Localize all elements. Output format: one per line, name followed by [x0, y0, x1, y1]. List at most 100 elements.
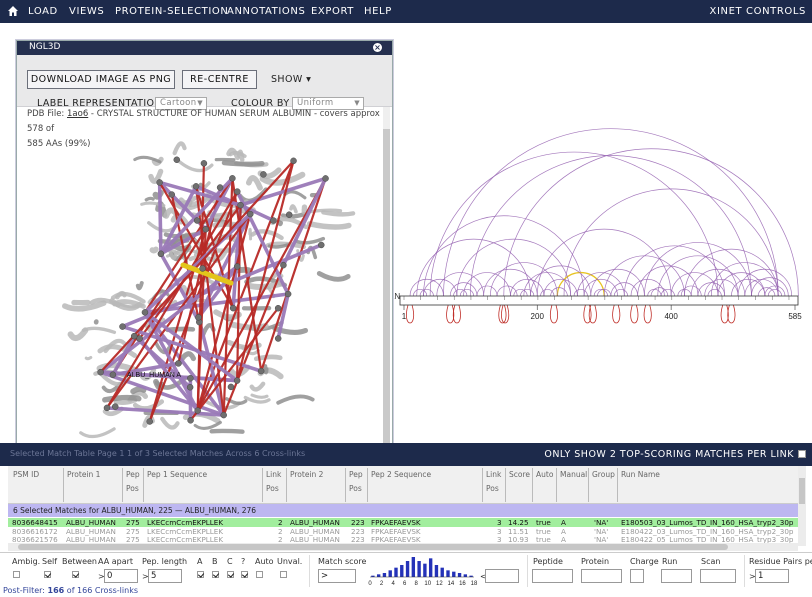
- crosslink-arc[interactable]: [597, 288, 612, 297]
- self-link-loop[interactable]: [720, 304, 729, 324]
- crosslink-arc[interactable]: [757, 287, 776, 297]
- crosslink-arc[interactable]: [416, 238, 531, 297]
- self-link-loop[interactable]: [727, 304, 736, 324]
- col-pep2-pos[interactable]: Pep: [349, 470, 363, 479]
- crosslink-arc[interactable]: [657, 255, 739, 297]
- charge-filter-input[interactable]: [630, 569, 644, 583]
- crosslink-arc[interactable]: [436, 272, 485, 297]
- crosslink-arc[interactable]: [523, 272, 572, 297]
- crosslink-arc[interactable]: [684, 248, 779, 297]
- protein-bar[interactable]: [399, 295, 799, 306]
- crosslink-arc[interactable]: [577, 272, 625, 297]
- menu-export[interactable]: EXPORT: [311, 6, 354, 17]
- peptide-filter-input[interactable]: [532, 569, 573, 583]
- menu-annotations[interactable]: ANNOTATIONS: [227, 6, 306, 17]
- col-group[interactable]: Group: [592, 470, 615, 479]
- self-link-loop[interactable]: [406, 304, 414, 324]
- match-score-min-input[interactable]: >: [318, 569, 356, 583]
- menu-load[interactable]: LOAD: [28, 6, 58, 17]
- filter-a-checkbox[interactable]: [197, 571, 204, 578]
- self-link-loop[interactable]: [550, 304, 558, 324]
- download-png-button[interactable]: DOWNLOAD IMAGE AS PNG: [27, 70, 175, 89]
- col-protein1[interactable]: Protein 1: [67, 470, 101, 479]
- crosslink-arc[interactable]: [751, 277, 789, 297]
- crosslink-arc[interactable]: [731, 278, 766, 297]
- home-icon[interactable]: [8, 6, 18, 16]
- crosslink-arc[interactable]: [583, 278, 618, 297]
- aa-apart-input[interactable]: 0: [104, 569, 138, 583]
- crosslink-arc[interactable]: [717, 272, 766, 297]
- crosslink-arc[interactable]: [443, 128, 779, 297]
- table-row[interactable]: 8036648415 ALBU_HUMAN 275 LKECcmCcmEKPLL…: [8, 518, 798, 527]
- crosslink-arc[interactable]: [409, 278, 444, 297]
- ngl-scrollbar[interactable]: [383, 107, 390, 452]
- crosslink-arc[interactable]: [767, 288, 782, 297]
- crosslink-arc[interactable]: [423, 278, 458, 297]
- crosslink-arc[interactable]: [513, 288, 528, 297]
- crosslink-arc[interactable]: [660, 289, 675, 297]
- crosslink-arc[interactable]: [710, 262, 779, 297]
- crosslink-arc[interactable]: [520, 289, 535, 297]
- crosslink-arc[interactable]: [459, 289, 474, 297]
- crosslink-arc[interactable]: [540, 288, 555, 297]
- match-score-histogram[interactable]: 0 2 4 6 8 10 12 14 16 18: [364, 555, 484, 587]
- crosslink-arc[interactable]: [469, 155, 752, 297]
- filter-auto-checkbox[interactable]: [256, 571, 263, 578]
- filter-b-checkbox[interactable]: [212, 571, 219, 578]
- crosslink-arc[interactable]: [650, 287, 669, 297]
- filter-between-checkbox[interactable]: [72, 571, 79, 578]
- recentre-button[interactable]: RE-CENTRE: [182, 70, 257, 89]
- crosslink-arc[interactable]: [680, 285, 702, 297]
- self-link-loop[interactable]: [501, 304, 510, 324]
- col-pep2-seq[interactable]: Pep 2 Sequence: [371, 470, 432, 479]
- crosslink-arc[interactable]: [677, 289, 692, 297]
- filter-unval-checkbox[interactable]: [280, 571, 287, 578]
- crosslink-arc[interactable]: [563, 188, 779, 297]
- colour-by-select[interactable]: Uniform ▼: [292, 97, 364, 110]
- crosslink-arc[interactable]: [647, 289, 662, 297]
- crosslink-arc[interactable]: [536, 228, 672, 297]
- pep-length-input[interactable]: 5: [148, 569, 182, 583]
- col-link2-pos[interactable]: Link: [486, 470, 502, 479]
- self-link-loop[interactable]: [588, 304, 597, 324]
- col-protein2[interactable]: Protein 2: [290, 470, 324, 479]
- crosslink-arc[interactable]: [453, 289, 468, 297]
- filter-c-checkbox[interactable]: [227, 571, 234, 578]
- crosslink-arc[interactable]: [423, 215, 585, 297]
- menu-help[interactable]: HELP: [364, 6, 392, 17]
- table-row[interactable]: 8036616172 ALBU_HUMAN 275 LKECcmCcmEKPLL…: [8, 527, 798, 536]
- crosslink-arc[interactable]: [419, 288, 434, 297]
- menu-views[interactable]: VIEWS: [69, 6, 105, 17]
- crosslink-arc[interactable]: [644, 242, 752, 297]
- filter-self-checkbox[interactable]: [44, 571, 51, 578]
- only-show-top-checkbox[interactable]: [798, 450, 806, 458]
- show-dropdown[interactable]: SHOW ▾: [271, 74, 312, 85]
- self-link-loop[interactable]: [498, 304, 507, 324]
- crosslink-arc[interactable]: [413, 288, 428, 297]
- crosslink-arc[interactable]: [593, 289, 608, 297]
- table-vertical-scrollbar[interactable]: [798, 466, 806, 546]
- self-link-loop[interactable]: [446, 304, 455, 324]
- col-psm-id[interactable]: PSM ID: [13, 470, 40, 479]
- run-filter-input[interactable]: [661, 569, 692, 583]
- filter-ambig-checkbox[interactable]: [13, 571, 20, 578]
- filter-q-checkbox[interactable]: [241, 571, 248, 578]
- ngl-structure-canvas[interactable]: ALBU_HUMAN A: [25, 133, 385, 453]
- crosslink-arc[interactable]: [637, 265, 699, 297]
- crosslink-arc[interactable]: [449, 282, 478, 297]
- crosslink-arc[interactable]: [456, 238, 572, 297]
- ngl-titlebar[interactable]: NGL3D ×: [17, 41, 392, 55]
- menu-xinet-controls[interactable]: XINET CONTROLS: [709, 6, 806, 17]
- self-link-loop[interactable]: [630, 304, 639, 324]
- crosslink-arc[interactable]: [429, 151, 719, 297]
- crosslink-arc[interactable]: [764, 285, 786, 297]
- crosslink-arc[interactable]: [707, 288, 722, 297]
- crosslink-arc[interactable]: [590, 268, 645, 297]
- close-icon[interactable]: ×: [373, 43, 382, 52]
- crosslink-arc[interactable]: [690, 268, 746, 297]
- crosslink-arc[interactable]: [510, 278, 545, 297]
- scan-filter-input[interactable]: [700, 569, 736, 583]
- col-pep1-seq[interactable]: Pep 1 Sequence: [147, 470, 208, 479]
- crosslink-arc[interactable]: [490, 262, 558, 297]
- crosslink-arc[interactable]: [613, 288, 628, 297]
